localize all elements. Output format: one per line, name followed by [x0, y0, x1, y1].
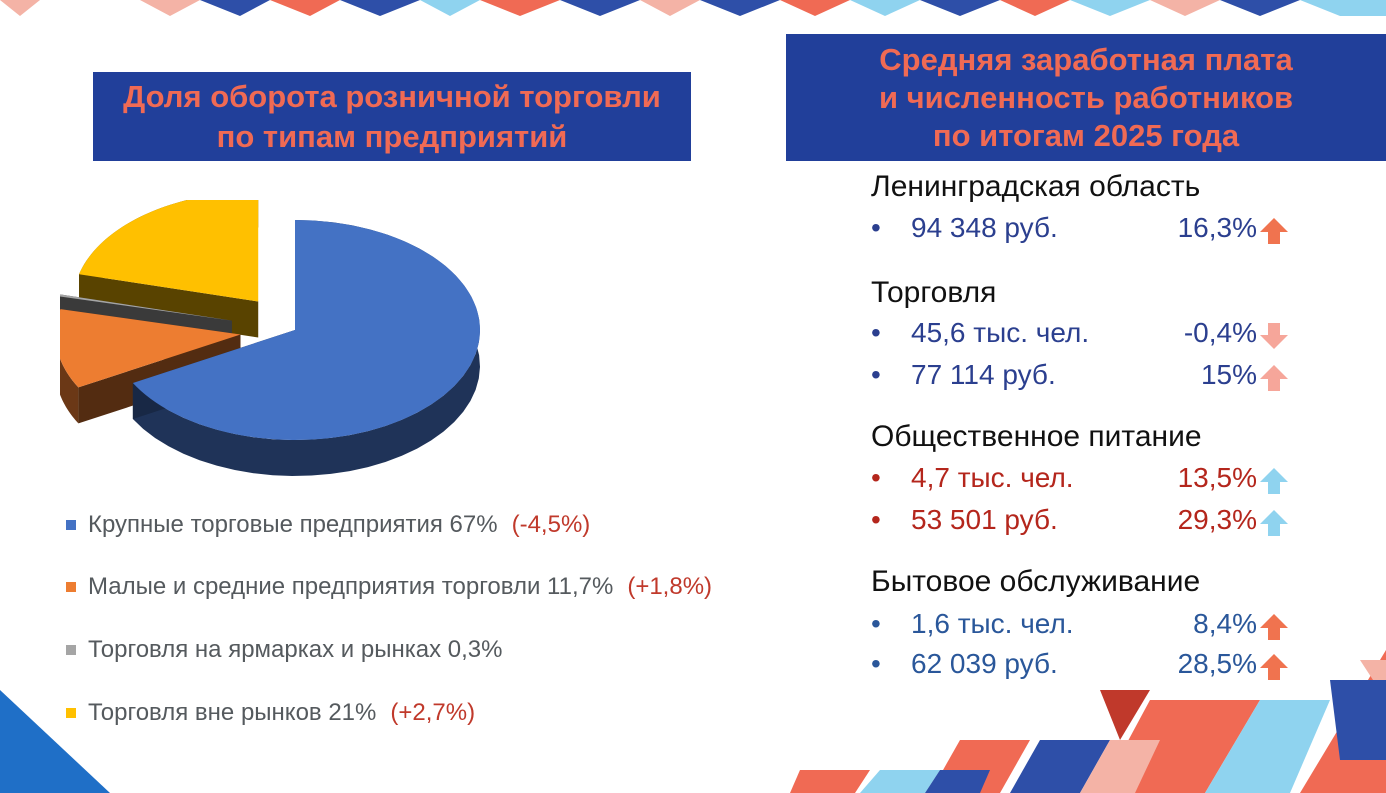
legend-swatch	[66, 645, 76, 655]
arrow-down-icon	[1260, 323, 1288, 349]
chart-title-line-1: Доля оборота розничной торговли	[123, 78, 661, 114]
chart-title-line-2: по типам предприятий	[216, 118, 568, 154]
top-stripe-pattern	[0, 0, 1386, 16]
arrow-up-icon	[1260, 614, 1288, 640]
arrow-up-icon	[1260, 510, 1288, 536]
legend-swatch	[66, 708, 76, 718]
arrow-up-icon	[1260, 218, 1288, 244]
bullet: •	[871, 359, 881, 390]
stat-value: 1,6 тыс. чел.	[911, 608, 1074, 639]
pie-slice-top	[79, 200, 259, 302]
stat-value: 53 501 руб.	[911, 504, 1058, 535]
section-title-catering: Общественное питание	[871, 420, 1202, 453]
stat-change: 8,4%	[1193, 608, 1257, 639]
stat-change: 15%	[1200, 359, 1257, 390]
stat-row: • 45,6 тыс. чел. -0,4%	[871, 317, 1301, 353]
legend-item: Торговля вне рынков 21% (+2,7%)	[66, 699, 475, 727]
stat-value: 94 348 руб.	[911, 212, 1058, 243]
stats-title-line-2: и численность работников	[878, 79, 1294, 115]
legend-swatch	[66, 582, 76, 592]
section-title-trade: Торговля	[871, 276, 997, 309]
stat-row: • 4,7 тыс. чел. 13,5%	[871, 462, 1301, 498]
legend-label: Крупные торговые предприятия 67%	[88, 511, 498, 538]
stat-row: • 53 501 руб. 29,3%	[871, 504, 1301, 540]
section-title-leningrad-region: Ленинградская область	[871, 170, 1201, 203]
pie-slice-side	[60, 309, 79, 424]
legend-change: (-4,5%)	[511, 511, 591, 538]
stat-row: • 77 114 руб. 15%	[871, 359, 1301, 395]
stat-value: 4,7 тыс. чел.	[911, 462, 1074, 493]
pie-chart	[60, 200, 480, 476]
stat-row: • 1,6 тыс. чел. 8,4%	[871, 608, 1301, 644]
pie-slice-1	[132, 220, 480, 476]
pie-slice-2	[60, 309, 241, 424]
stat-change: 13,5%	[1177, 462, 1257, 493]
pie-slice-top	[132, 220, 480, 440]
stats-title-box: Средняя заработная плата и численность р…	[786, 34, 1386, 161]
legend-item: Торговля на ярмарках и рынках 0,3%	[66, 636, 516, 664]
stat-change: 28,5%	[1177, 648, 1257, 679]
arrow-up-icon	[1260, 654, 1288, 680]
bullet: •	[871, 462, 881, 493]
legend-swatch	[66, 520, 76, 530]
arrow-up-icon	[1260, 468, 1288, 494]
stat-value: 45,6 тыс. чел.	[911, 317, 1090, 348]
legend-item: Крупные торговые предприятия 67% (-4,5%)	[66, 511, 590, 539]
chart-title-box: Доля оборота розничной торговли по типам…	[93, 72, 691, 161]
legend-label: Торговля вне рынков 21%	[88, 699, 377, 726]
bullet: •	[871, 608, 881, 639]
stat-change: -0,4%	[1183, 317, 1257, 348]
bullet: •	[871, 317, 881, 348]
legend-label: Малые и средние предприятия торговли 11,…	[88, 573, 614, 600]
stat-change: 29,3%	[1177, 504, 1257, 535]
legend-change: (+1,8%)	[627, 573, 713, 600]
bullet: •	[871, 504, 881, 535]
legend-item: Малые и средние предприятия торговли 11,…	[66, 573, 712, 601]
legend-change: (+2,7%)	[390, 699, 476, 726]
bullet: •	[871, 648, 881, 679]
stat-value: 62 039 руб.	[911, 648, 1058, 679]
arrow-up-icon	[1260, 365, 1288, 391]
stat-change: 16,3%	[1177, 212, 1257, 243]
stats-title-line-3: по итогам 2025 года	[932, 117, 1240, 153]
section-title-household-services: Бытовое обслуживание	[871, 565, 1201, 598]
stat-row: • 62 039 руб. 28,5%	[871, 648, 1301, 684]
bullet: •	[871, 212, 881, 243]
pie-slice-top	[60, 294, 232, 321]
stat-value: 77 114 руб.	[911, 359, 1056, 390]
pie-slice-top	[60, 309, 241, 388]
stats-title-line-1: Средняя заработная плата	[879, 41, 1293, 77]
legend-label: Торговля на ярмарках и рынках 0,3%	[88, 636, 503, 663]
stat-row: • 94 348 руб. 16,3%	[871, 212, 1301, 248]
